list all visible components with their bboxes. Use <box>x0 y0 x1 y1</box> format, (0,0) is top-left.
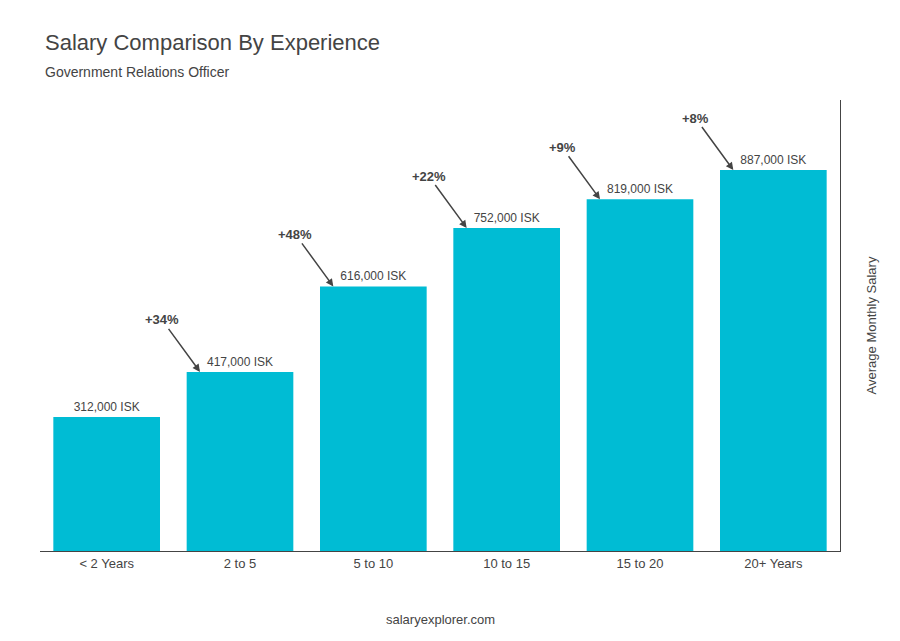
svg-text:Salary Comparison By Experienc: Salary Comparison By Experience <box>45 30 380 55</box>
svg-text:15 to 20: 15 to 20 <box>617 556 664 571</box>
svg-text:616,000 ISK: 616,000 ISK <box>340 269 406 283</box>
svg-text:salaryexplorer.com: salaryexplorer.com <box>386 612 495 627</box>
svg-text:+8%: +8% <box>682 111 709 126</box>
svg-text:2 to 5: 2 to 5 <box>224 556 257 571</box>
svg-text:20+ Years: 20+ Years <box>744 556 803 571</box>
svg-text:+34%: +34% <box>145 312 179 327</box>
svg-text:752,000 ISK: 752,000 ISK <box>474 211 540 225</box>
svg-text:Government Relations Officer: Government Relations Officer <box>45 64 229 80</box>
svg-text:+48%: +48% <box>278 227 312 242</box>
svg-text:312,000 ISK: 312,000 ISK <box>74 400 140 414</box>
svg-text:819,000 ISK: 819,000 ISK <box>607 182 673 196</box>
svg-text:10 to 15: 10 to 15 <box>483 556 530 571</box>
svg-text:+9%: +9% <box>549 140 576 155</box>
svg-text:5 to 10: 5 to 10 <box>353 556 393 571</box>
svg-text:< 2 Years: < 2 Years <box>79 556 134 571</box>
svg-text:+22%: +22% <box>412 169 446 184</box>
svg-text:Average Monthly Salary: Average Monthly Salary <box>864 256 879 394</box>
svg-text:417,000 ISK: 417,000 ISK <box>207 355 273 369</box>
svg-text:887,000 ISK: 887,000 ISK <box>740 153 806 167</box>
